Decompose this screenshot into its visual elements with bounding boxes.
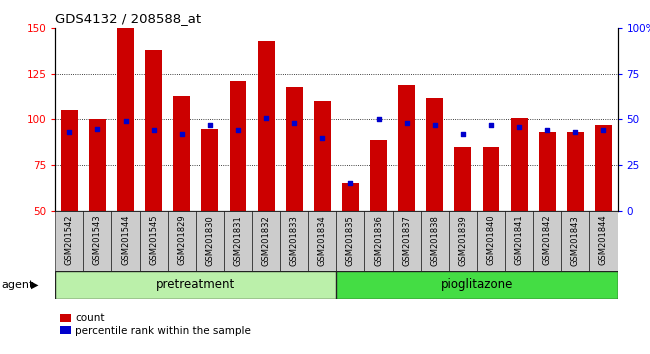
Text: GSM201544: GSM201544 [121,215,130,266]
Bar [202,129,218,211]
Text: GSM201543: GSM201543 [93,215,102,266]
Legend: count, percentile rank within the sample: count, percentile rank within the sample [60,313,251,336]
Bar [89,120,106,211]
Point [402,120,412,126]
Point [458,131,468,137]
Text: GSM201833: GSM201833 [290,215,299,266]
Bar [117,28,134,211]
Point [542,127,552,133]
Text: GSM201838: GSM201838 [430,215,439,266]
Bar [61,110,78,211]
Text: pretreatment: pretreatment [156,279,235,291]
Point [289,120,300,126]
Bar [168,211,196,271]
Bar [308,211,337,271]
Point [120,119,131,124]
Point [430,122,440,128]
Text: pioglitazone: pioglitazone [441,279,513,291]
Bar [511,118,528,211]
Bar [454,147,471,211]
Text: agent: agent [1,280,34,290]
Bar [421,211,448,271]
Bar [567,132,584,211]
Bar [280,211,308,271]
Bar [561,211,590,271]
Text: GSM201832: GSM201832 [261,215,270,266]
Text: GSM201834: GSM201834 [318,215,327,266]
Text: ▶: ▶ [31,280,39,290]
Point [261,115,271,120]
Bar [370,139,387,211]
Bar [449,211,477,271]
Bar [286,87,303,211]
Bar [83,211,112,271]
Point [514,124,525,130]
Point [148,127,159,133]
Bar [482,147,499,211]
Point [233,127,243,133]
Bar [533,211,561,271]
Text: GSM201831: GSM201831 [233,215,242,266]
Bar [595,125,612,211]
Bar [140,211,168,271]
Point [570,130,580,135]
Point [317,135,328,141]
Bar [145,50,162,211]
Text: GSM201840: GSM201840 [486,215,495,266]
Bar [252,211,280,271]
Bar [229,81,246,211]
Text: GSM201545: GSM201545 [149,215,158,266]
Text: GSM201837: GSM201837 [402,215,411,266]
Bar [342,183,359,211]
Point [205,122,215,128]
Text: GSM201842: GSM201842 [543,215,552,266]
Point [598,127,608,133]
Text: GDS4132 / 208588_at: GDS4132 / 208588_at [55,12,201,25]
Bar [337,211,365,271]
Text: GSM201836: GSM201836 [374,215,383,266]
Bar [196,211,224,271]
Bar [477,211,505,271]
Text: GSM201835: GSM201835 [346,215,355,266]
Bar [55,271,337,299]
Text: GSM201830: GSM201830 [205,215,214,266]
Bar [174,96,190,211]
Text: GSM201844: GSM201844 [599,215,608,266]
Bar [393,211,421,271]
Bar [539,132,556,211]
Bar [365,211,393,271]
Bar [314,101,331,211]
Text: GSM201542: GSM201542 [65,215,74,266]
Bar [337,271,618,299]
Bar [55,211,83,271]
Bar [257,41,274,211]
Bar [426,98,443,211]
Bar [398,85,415,211]
Text: GSM201839: GSM201839 [458,215,467,266]
Text: GSM201829: GSM201829 [177,215,187,266]
Bar [224,211,252,271]
Point [486,122,496,128]
Bar [505,211,533,271]
Point [92,126,103,131]
Bar [112,211,140,271]
Point [177,131,187,137]
Text: GSM201841: GSM201841 [515,215,524,266]
Point [345,181,356,186]
Point [373,117,384,122]
Point [64,130,75,135]
Bar [590,211,618,271]
Text: GSM201843: GSM201843 [571,215,580,266]
